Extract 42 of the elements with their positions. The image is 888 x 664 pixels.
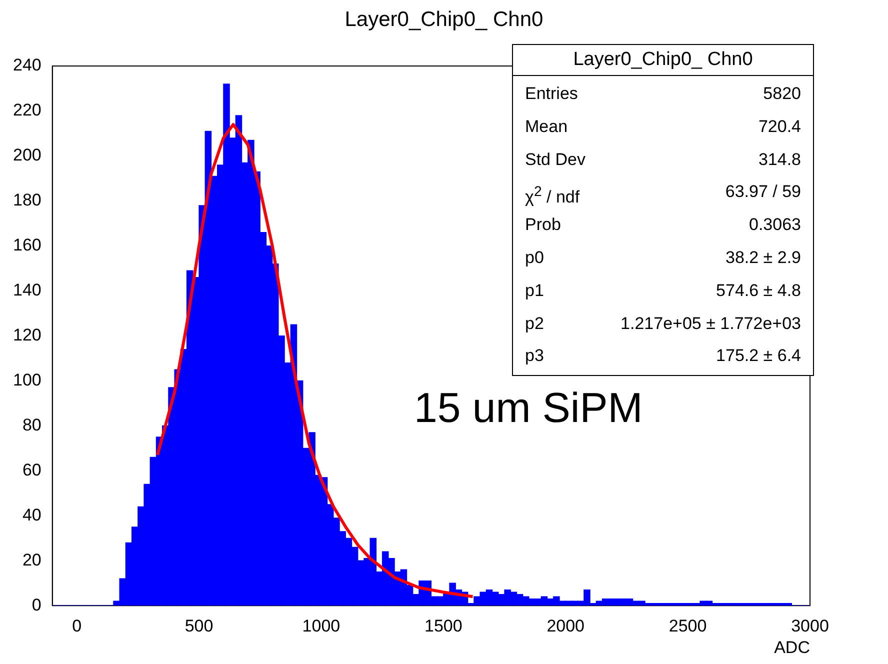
- y-tick-label: 0: [32, 595, 42, 614]
- y-tick-label: 100: [12, 370, 42, 390]
- x-tick-label: 3000: [791, 616, 829, 636]
- y-tick-label: 40: [22, 505, 42, 524]
- x-axis-title: ADC: [773, 638, 810, 658]
- y-tick-label: 140: [12, 280, 42, 300]
- annotation: 38.2 ± 2.9: [724, 246, 801, 269]
- annotation: Prob: [525, 214, 562, 236]
- annotation: 1.217e+05 ± 1.772e+03: [620, 312, 801, 335]
- annotation: 175.2 ± 6.4: [715, 345, 801, 368]
- annotation: p1: [525, 280, 545, 302]
- annotation: χ$^{2}$ / ndf: [525, 183, 581, 210]
- y-tick-label: 120: [12, 325, 42, 344]
- annotation: 720.4: [757, 116, 801, 138]
- annotation: 15 um SiPM: [414, 384, 643, 432]
- annotation: 574.6 ± 4.8: [715, 280, 801, 302]
- annotation: p2: [525, 312, 545, 335]
- x-tick-label: 2000: [546, 616, 585, 636]
- x-tick-label: 1000: [302, 616, 340, 636]
- y-tick-label: 180: [12, 190, 42, 210]
- y-tick-label: 80: [22, 415, 42, 434]
- y-tick-label: 160: [12, 236, 42, 255]
- y-tick-label: 200: [12, 146, 42, 165]
- chart-title: Layer0_Chip0_ Chn0: [344, 8, 544, 32]
- y-tick-label: 60: [22, 460, 42, 480]
- y-tick-label: 240: [12, 56, 42, 75]
- x-tick-label: 500: [184, 616, 214, 636]
- annotation: Std Dev: [525, 148, 586, 171]
- x-tick-label: 2500: [668, 616, 707, 636]
- annotation: 5820: [762, 83, 801, 105]
- text: Layer0_Chip0_ Chn0: [513, 45, 813, 76]
- annotation: Mean: [525, 116, 569, 138]
- annotation: 0.3063: [748, 214, 801, 236]
- y-tick-label: 220: [12, 100, 42, 120]
- annotation: p0: [525, 246, 545, 269]
- annotation: 63.97 / 59: [724, 181, 801, 204]
- annotation: 314.8: [757, 148, 801, 171]
- y-tick-label: 20: [22, 550, 42, 570]
- x-tick-label: 0: [72, 616, 82, 636]
- annotation: p3: [525, 345, 545, 368]
- annotation: Entries: [525, 83, 579, 105]
- x-tick-label: 1500: [424, 616, 462, 636]
